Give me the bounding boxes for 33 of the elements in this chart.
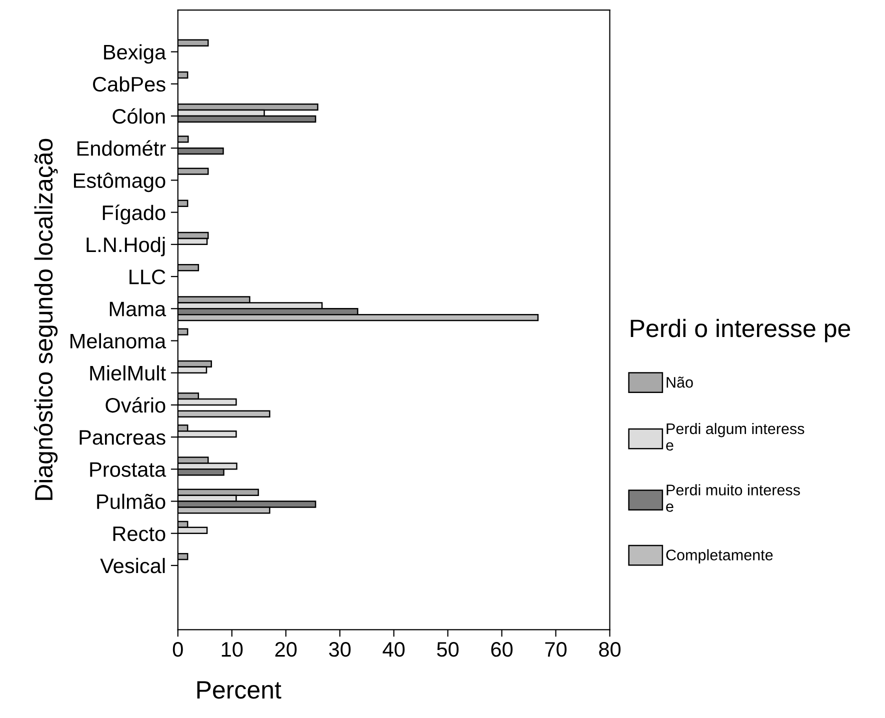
y-tick-label: Prostata [90, 462, 166, 477]
x-tick-label: 10 [222, 642, 243, 657]
y-tick-label: L.N.Hodj [86, 236, 165, 256]
legend-label: Perdi muito interess e [666, 484, 800, 512]
legend-label: Completamente [666, 549, 773, 564]
y-tick-label: Cólon [112, 108, 165, 124]
y-tick-label: Mama [110, 302, 166, 316]
y-tick-label: Estômago [74, 172, 166, 192]
x-tick-label: 0 [172, 642, 183, 657]
x-tick-label: 30 [329, 642, 351, 657]
x-tick-label: 80 [599, 642, 621, 657]
x-axis-title: Percent [197, 681, 282, 699]
y-tick-label: Vesical [100, 558, 165, 574]
y-tick-label: Fígado [102, 204, 166, 224]
y-tick-label: Endométr [77, 140, 166, 156]
legend-label: Perdi algum interess e [666, 422, 804, 451]
y-tick-label: Recto [113, 526, 166, 542]
legend-title: Perdi o interesse pe [630, 318, 850, 342]
y-tick-label: Pancreas [80, 430, 166, 445]
y-tick-label: Ovário [106, 397, 166, 413]
x-tick-label: 50 [437, 642, 459, 657]
y-tick-label: Melanoma [70, 333, 166, 348]
x-tick-label: 70 [545, 642, 567, 657]
y-tick-label: CabPes [93, 76, 166, 92]
y-tick-label: MielMult [90, 365, 166, 381]
y-tick-label: LLC [130, 270, 166, 284]
y-tick-label: Pulmão [97, 494, 166, 510]
legend-label: Não [666, 376, 693, 388]
x-tick-label: 40 [382, 642, 405, 657]
y-tick-label: Bexiga [104, 44, 166, 64]
y-axis-title: Diagnóstico segundo localização [34, 138, 58, 500]
x-tick-label: 20 [275, 642, 297, 657]
x-tick-label: 60 [491, 642, 513, 657]
